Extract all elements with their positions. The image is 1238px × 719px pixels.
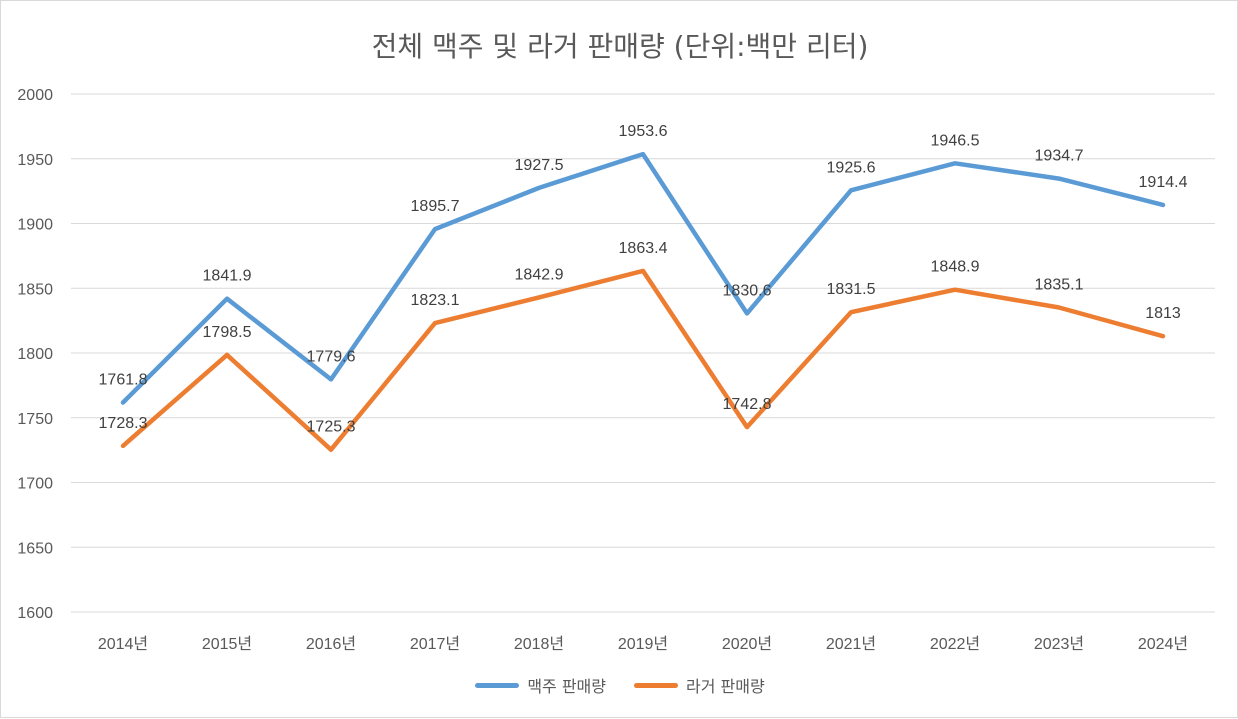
y-tick-label: 2000: [17, 87, 53, 104]
x-tick-label: 2020년: [722, 635, 772, 653]
data-label: 1946.5: [931, 132, 980, 149]
legend-item-beer: 맥주 판매량: [475, 673, 606, 697]
x-tick-label: 2015년: [202, 635, 252, 653]
x-tick-label: 2019년: [618, 635, 668, 653]
x-tick-label: 2021년: [826, 635, 876, 653]
data-label: 1914.4: [1139, 174, 1188, 191]
x-tick-label: 2017년: [410, 635, 460, 653]
x-tick-label: 2024년: [1138, 635, 1188, 653]
legend-label-lager: 라거 판매량: [686, 677, 765, 696]
data-label: 1848.9: [931, 259, 980, 276]
y-tick-label: 1650: [17, 540, 53, 557]
x-tick-label: 2018년: [514, 635, 564, 653]
data-label: 1761.8: [99, 371, 148, 388]
legend-label-beer: 맥주 판매량: [527, 677, 606, 696]
x-tick-label: 2022년: [930, 635, 980, 653]
data-label: 1842.9: [515, 266, 564, 283]
data-label: 1895.7: [411, 198, 460, 215]
data-label: 1813: [1145, 305, 1181, 322]
data-label: 1798.5: [203, 324, 252, 341]
data-label: 1925.6: [827, 159, 876, 176]
legend-swatch-lager: [634, 682, 678, 688]
y-tick-label: 1700: [17, 476, 53, 493]
legend-swatch-beer: [475, 682, 520, 688]
series-line-2: [120, 268, 1166, 452]
y-tick-label: 1750: [17, 411, 53, 428]
x-tick-label: 2023년: [1034, 635, 1084, 653]
data-label: 1728.3: [99, 415, 148, 432]
data-label: 1841.9: [203, 268, 252, 285]
data-label: 1934.7: [1035, 148, 1084, 165]
chart-title: 전체 맥주 및 라거 판매량 (단위:백만 리터): [371, 30, 869, 63]
data-label: 1927.5: [515, 157, 564, 174]
legend: 맥주 판매량 라거 판매량: [1, 673, 1238, 697]
x-tick-label: 2014년: [98, 635, 148, 653]
y-tick-label: 1600: [17, 605, 53, 622]
series-line-1: [120, 151, 1166, 405]
y-tick-label: 1850: [17, 281, 53, 298]
data-label: 1835.1: [1035, 277, 1084, 294]
y-tick-label: 1950: [17, 152, 53, 169]
x-tick-label: 2016년: [306, 635, 356, 653]
data-label: 1742.8: [723, 396, 772, 413]
data-label: 1725.3: [307, 419, 356, 436]
data-label: 1863.4: [619, 240, 668, 257]
y-tick-label: 1900: [17, 217, 53, 234]
data-label: 1953.6: [619, 123, 668, 140]
y-tick-label: 1800: [17, 346, 53, 363]
data-label: 1831.5: [827, 281, 876, 298]
data-label: 1779.6: [307, 348, 356, 365]
data-label: 1830.6: [723, 282, 772, 299]
legend-item-lager: 라거 판매량: [634, 673, 765, 697]
data-label: 1823.1: [411, 292, 460, 309]
